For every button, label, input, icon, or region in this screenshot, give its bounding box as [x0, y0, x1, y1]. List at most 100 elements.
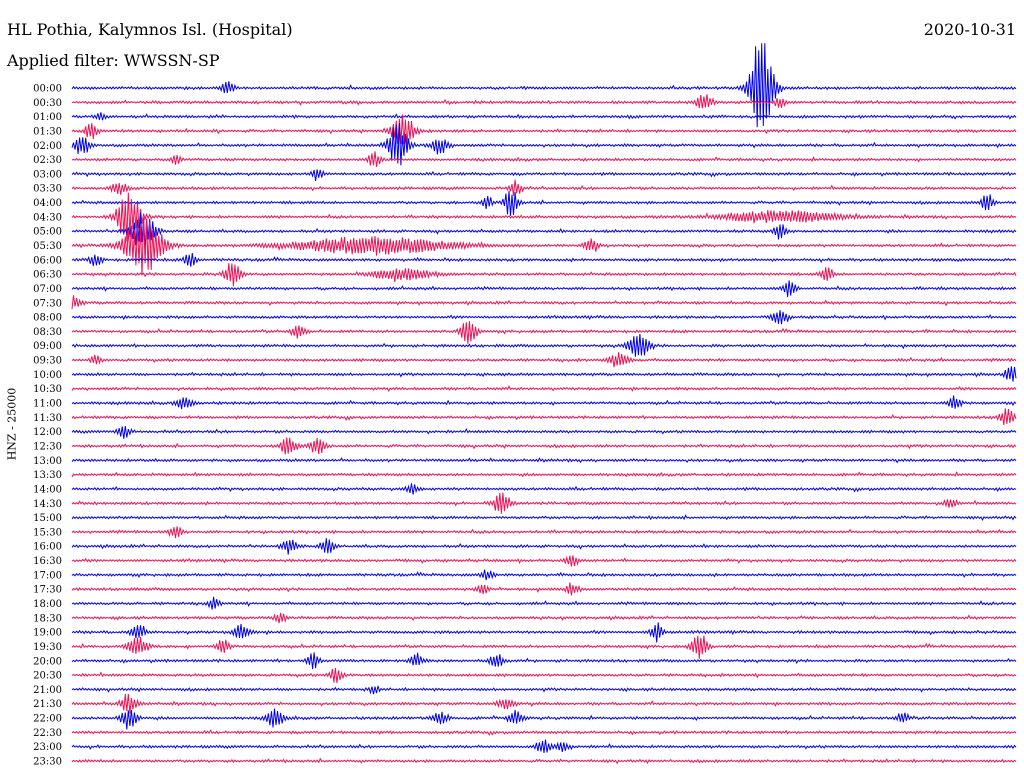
row-time-label: 03:00 [33, 169, 62, 180]
trace-row-1130 [71, 408, 1017, 426]
trace-row-0730 [71, 295, 1017, 310]
row-time-label: 00:30 [33, 98, 62, 109]
trace-row-2200 [71, 708, 1017, 730]
trace-row-2300 [71, 739, 1017, 753]
row-time-label: 12:00 [33, 427, 62, 438]
row-time-label: 09:30 [33, 356, 62, 367]
row-time-label: 13:00 [33, 456, 62, 467]
traces [71, 43, 1017, 765]
row-time-label: 10:00 [33, 370, 62, 381]
row-time-label: 01:00 [33, 112, 62, 123]
row-time-label: 15:00 [33, 513, 62, 524]
trace-row-0000 [71, 43, 1017, 128]
row-time-label: 23:30 [33, 757, 62, 768]
row-time-label: 11:30 [33, 413, 62, 424]
trace-row-0430 [71, 192, 1017, 242]
row-time-label: 06:30 [33, 270, 62, 281]
row-time-label: 21:00 [33, 685, 62, 696]
trace-row-1500 [71, 514, 1017, 522]
row-time-label: 00:00 [33, 84, 62, 95]
row-time-label: 19:30 [33, 642, 62, 653]
row-time-label: 15:30 [33, 527, 62, 538]
row-time-label: 07:30 [33, 298, 62, 309]
row-time-label: 01:30 [33, 126, 62, 137]
row-time-label: 14:00 [33, 484, 62, 495]
trace-row-1830 [71, 612, 1017, 624]
trace-row-0130 [71, 114, 1017, 147]
row-time-label: 09:00 [33, 341, 62, 352]
row-time-label: 16:00 [33, 542, 62, 553]
row-time-label: 13:30 [33, 470, 62, 481]
row-time-label: 08:00 [33, 313, 62, 324]
row-time-label: 11:00 [33, 399, 62, 410]
trace-row-0830 [71, 321, 1017, 344]
trace-row-0630 [71, 263, 1017, 287]
trace-row-1330 [71, 471, 1017, 478]
row-time-label: 14:30 [33, 499, 62, 510]
trace-row-0900 [71, 333, 1017, 357]
trace-row-1730 [71, 582, 1017, 596]
trace-row-0030 [71, 94, 1017, 109]
row-time-label: 17:30 [33, 585, 62, 596]
row-time-label: 16:30 [33, 556, 62, 567]
trace-row-1930 [71, 635, 1017, 659]
trace-row-0600 [71, 252, 1017, 267]
row-time-label: 05:30 [33, 241, 62, 252]
row-time-label: 19:00 [33, 628, 62, 639]
trace-row-0700 [71, 280, 1017, 298]
row-time-label: 22:00 [33, 714, 62, 725]
trace-row-2030 [71, 667, 1017, 683]
trace-row-1200 [71, 426, 1017, 439]
trace-row-0400 [71, 190, 1017, 216]
trace-row-1030 [71, 385, 1017, 392]
row-time-label: 05:00 [33, 227, 62, 238]
trace-row-2000 [71, 652, 1017, 670]
trace-row-0930 [71, 352, 1017, 368]
trace-row-0100 [71, 112, 1017, 121]
trace-row-1000 [71, 366, 1017, 382]
row-time-label: 02:30 [33, 155, 62, 166]
station-title: HL Pothia, Kalymnos Isl. (Hospital) [7, 20, 293, 39]
row-time-label: 07:00 [33, 284, 62, 295]
trace-row-2330 [71, 757, 1017, 765]
trace-row-1530 [71, 526, 1017, 539]
trace-row-0230 [71, 151, 1017, 167]
trace-row-2100 [71, 685, 1017, 695]
row-time-label: 21:30 [33, 699, 62, 710]
record-date: 2020-10-31 [923, 20, 1016, 39]
trace-row-2130 [71, 693, 1017, 714]
trace-row-1100 [71, 395, 1017, 410]
row-time-label: 20:30 [33, 671, 62, 682]
trace-row-0800 [71, 310, 1017, 325]
filter-label: Applied filter: WWSSN-SP [7, 51, 220, 70]
row-time-label: 12:30 [33, 441, 62, 452]
trace-row-1600 [71, 538, 1017, 555]
trace-row-1630 [71, 555, 1017, 567]
trace-row-0200 [71, 123, 1017, 166]
row-time-label: 08:30 [33, 327, 62, 338]
row-time-label: 06:00 [33, 255, 62, 266]
row-time-label: 02:00 [33, 141, 62, 152]
trace-row-1900 [71, 622, 1017, 643]
trace-row-1800 [71, 596, 1017, 610]
trace-row-1300 [71, 457, 1017, 464]
trace-row-1230 [71, 437, 1017, 455]
row-time-label: 20:00 [33, 656, 62, 667]
trace-row-1400 [71, 483, 1017, 495]
row-time-label: 04:00 [33, 198, 62, 209]
row-time-label: 03:30 [33, 184, 62, 195]
row-time-label: 04:30 [33, 212, 62, 223]
trace-row-0530 [71, 217, 1017, 276]
row-time-label: 18:30 [33, 613, 62, 624]
row-labels: 00:00 00:30 01:00 01:30 02:00 02:30 03:00 03:30… [33, 84, 62, 768]
row-time-label: 18:00 [33, 599, 62, 610]
trace-row-0330 [71, 179, 1017, 196]
row-time-label: 22:30 [33, 728, 62, 739]
trace-row-1430 [71, 492, 1017, 514]
row-time-label: 17:00 [33, 570, 62, 581]
trace-row-1700 [71, 569, 1017, 581]
trace-row-0300 [71, 169, 1017, 181]
row-time-label: 10:30 [33, 384, 62, 395]
trace-row-2230 [71, 729, 1017, 737]
